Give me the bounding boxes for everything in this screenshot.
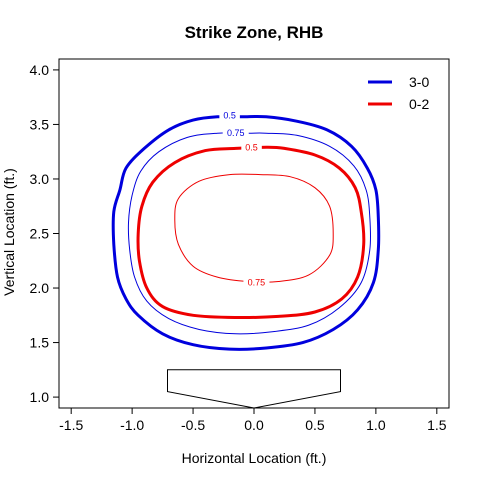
contour-label-background <box>219 110 240 121</box>
contour-line-0-2-0.75 <box>174 173 334 283</box>
x-tick-label: -1.5 <box>59 417 83 433</box>
contour-label: 0.5 <box>245 142 258 152</box>
home-plate-outline <box>167 369 341 409</box>
y-tick-label: 4.0 <box>30 62 50 78</box>
y-tick-label: 3.0 <box>30 171 50 187</box>
contour-line-3-0-0.75 <box>127 132 372 335</box>
y-axis-label: Vertical Location (ft.) <box>1 168 17 296</box>
x-tick-label: 0.0 <box>244 417 264 433</box>
y-tick-label: 3.5 <box>30 116 50 132</box>
x-axis-label: Horizontal Location (ft.) <box>182 450 327 466</box>
plot-area: 0.50.750.50.75 <box>111 110 381 409</box>
x-tick-label: 1.0 <box>366 417 386 433</box>
y-axis-ticks: 1.0 1.5 2.0 2.5 3.0 3.5 4.0 <box>30 62 59 405</box>
y-tick-label: 1.0 <box>30 389 50 405</box>
contour-label: 0.5 <box>223 111 236 121</box>
x-tick-label: -1.0 <box>120 417 144 433</box>
y-tick-label: 2.5 <box>30 226 50 242</box>
contour-label-background <box>222 128 249 139</box>
contour-label: 0.75 <box>227 128 245 138</box>
x-tick-label: 1.5 <box>427 417 447 433</box>
legend-label: 0-2 <box>409 96 429 112</box>
legend: 3-00-2 <box>368 74 429 112</box>
x-axis-ticks: -1.5 -1.0 -0.5 0.0 0.5 1.0 1.5 <box>59 408 447 433</box>
contour-label: 0.75 <box>248 278 266 288</box>
y-tick-label: 2.0 <box>30 280 50 296</box>
chart-title: Strike Zone, RHB <box>185 23 324 42</box>
contour-line-3-0-0.5 <box>111 114 381 351</box>
legend-label: 3-0 <box>409 74 429 90</box>
contour-label-background <box>243 277 270 288</box>
x-tick-label: -0.5 <box>181 417 205 433</box>
plot-border <box>58 58 450 409</box>
x-tick-label: 0.5 <box>305 417 325 433</box>
contour-line-0-2-0.5 <box>136 145 366 320</box>
y-tick-label: 1.5 <box>30 335 50 351</box>
contour-label-background <box>241 142 262 153</box>
